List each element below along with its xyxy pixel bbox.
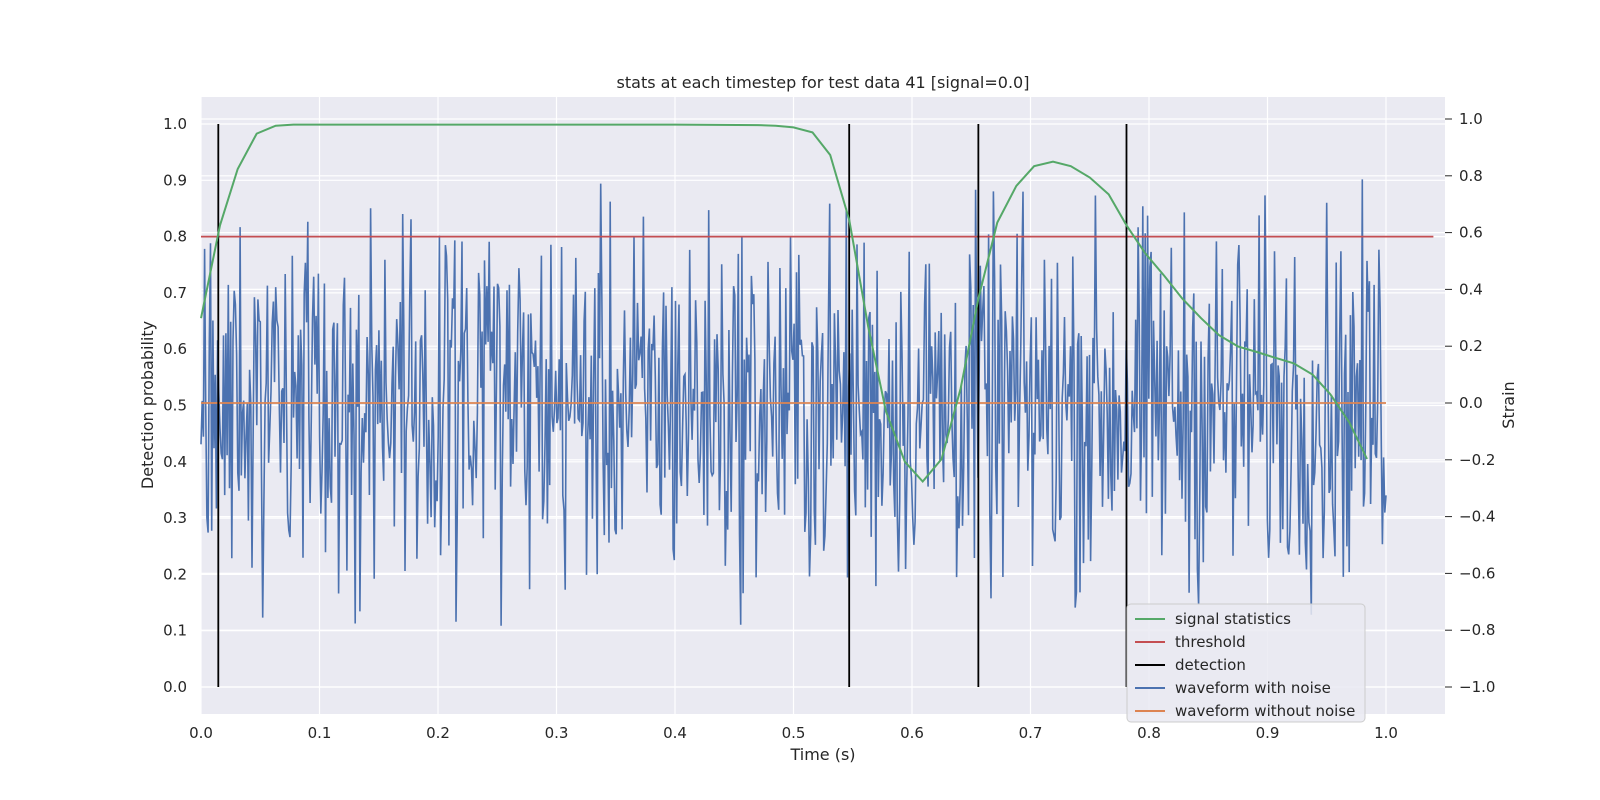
x-tick-label: 0.3 <box>545 724 569 742</box>
x-axis-label: Time (s) <box>789 745 855 764</box>
y-tick-label: 0.4 <box>163 453 187 471</box>
x-tick-label: 0.7 <box>1019 724 1043 742</box>
y2-tick-label: −0.4 <box>1459 508 1495 526</box>
y-tick-label: 0.2 <box>163 565 187 583</box>
y-axis-label: Detection probability <box>138 321 157 489</box>
x-tick-label: 0.4 <box>663 724 687 742</box>
y2-tick-label: 0.2 <box>1459 337 1483 355</box>
y-tick-label: 0.1 <box>163 622 187 640</box>
x-tick-label: 0.1 <box>308 724 332 742</box>
y-tick-label: 0.8 <box>163 228 187 246</box>
x-tick-label: 0.2 <box>426 724 450 742</box>
legend-label: detection <box>1175 656 1246 674</box>
legend-label: signal statistics <box>1175 610 1291 628</box>
x-tick-label: 0.6 <box>900 724 924 742</box>
x-tick-label: 0.5 <box>782 724 806 742</box>
y-tick-label: 0.9 <box>163 171 187 189</box>
y2-tick-label: 0.6 <box>1459 224 1483 242</box>
x-tick-label: 1.0 <box>1374 724 1398 742</box>
x-tick-label: 0.9 <box>1256 724 1280 742</box>
legend-label: threshold <box>1175 633 1246 651</box>
y-tick-label: 0.0 <box>163 678 187 696</box>
y2-tick-label: 1.0 <box>1459 110 1483 128</box>
y2-tick-label: 0.4 <box>1459 280 1483 298</box>
chart-title: stats at each timestep for test data 41 … <box>617 73 1030 92</box>
legend-label: waveform without noise <box>1175 702 1355 720</box>
legend-box <box>1126 603 1366 723</box>
y2-tick-label: −1.0 <box>1459 678 1495 696</box>
y2-tick-label: 0.8 <box>1459 167 1483 185</box>
y2-tick-label: −0.8 <box>1459 621 1495 639</box>
x-tick-label: 0.0 <box>189 724 213 742</box>
y-tick-label: 0.5 <box>163 397 187 415</box>
waveform-with-noise-line <box>200 179 1387 626</box>
y-tick-label: 1.0 <box>163 115 187 133</box>
legend: signal statistics threshold detection wavef… <box>1126 603 1366 723</box>
x-tick-label: 0.8 <box>1137 724 1161 742</box>
data-lines <box>200 123 1434 687</box>
y2-tick-label: −0.2 <box>1459 451 1495 469</box>
legend-label: waveform with noise <box>1175 679 1331 697</box>
y2-tick-label: 0.0 <box>1459 394 1483 412</box>
y-tick-label: 0.7 <box>163 284 187 302</box>
y2-tick-label: −0.6 <box>1459 564 1495 582</box>
y-tick-label: 0.3 <box>163 509 187 527</box>
tick-labels: 0.0 0.1 0.2 0.3 0.4 0.5 0.6 0.7 0.8 0.9 1.0 0.0 0.1 0… <box>163 110 1495 742</box>
signal-statistics-line <box>200 123 1368 484</box>
y-tick-label: 0.6 <box>163 340 187 358</box>
y2-axis-label: Strain <box>1499 381 1518 428</box>
